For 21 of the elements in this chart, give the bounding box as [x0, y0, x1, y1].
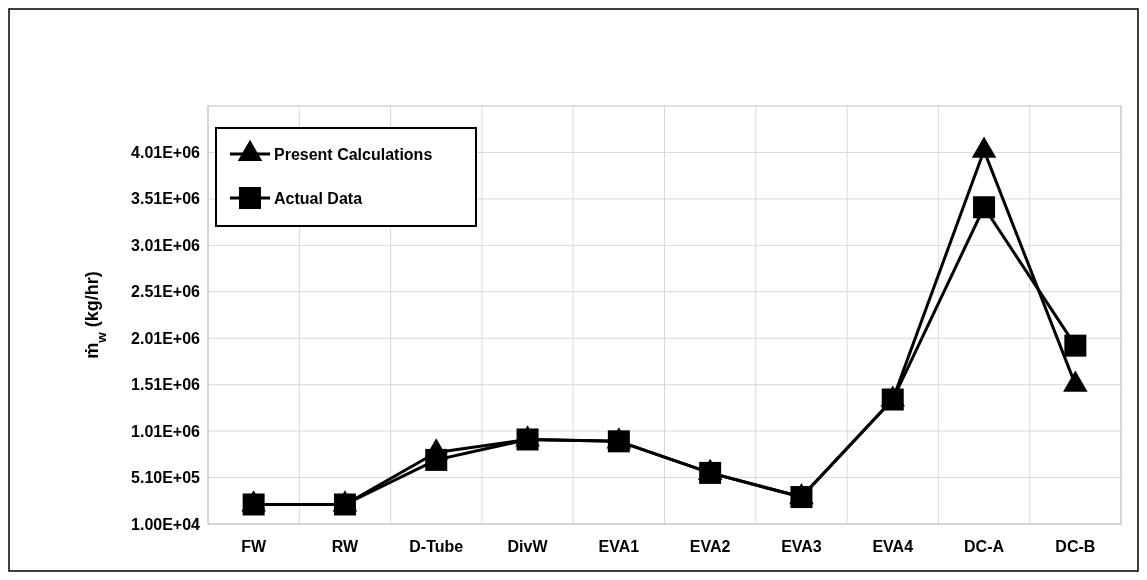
y-tick-label: 4.01E+06	[131, 144, 201, 162]
y-tick-label: 5.10E+05	[131, 469, 201, 487]
x-tick-label: DC-A	[964, 538, 1005, 555]
x-tick-label: EVA2	[689, 538, 731, 555]
y-tick-label: 3.51E+06	[131, 190, 201, 208]
x-tick-label: EVA3	[781, 538, 822, 555]
x-tick-label: FW	[241, 538, 267, 555]
x-tick-label: DivW	[507, 538, 549, 555]
y-tick-label: 1.51E+06	[131, 376, 201, 394]
x-tick-label: D-Tube	[409, 538, 464, 555]
y-tick-label: 2.01E+06	[131, 329, 201, 347]
x-tick-label: DC-B	[1055, 538, 1096, 555]
x-tick-label: EVA4	[872, 538, 914, 555]
legend-label: Present Calculations	[274, 145, 433, 163]
y-tick-label: 1.01E+06	[131, 422, 201, 440]
x-tick-label: RW	[331, 538, 360, 555]
x-tick-label: EVA1	[598, 538, 640, 555]
y-tick-label: 3.01E+06	[131, 236, 201, 254]
legend-label: Actual Data	[274, 189, 363, 207]
y-tick-label: 1.00E+04	[131, 515, 201, 533]
y-tick-label: 2.51E+06	[131, 283, 201, 301]
